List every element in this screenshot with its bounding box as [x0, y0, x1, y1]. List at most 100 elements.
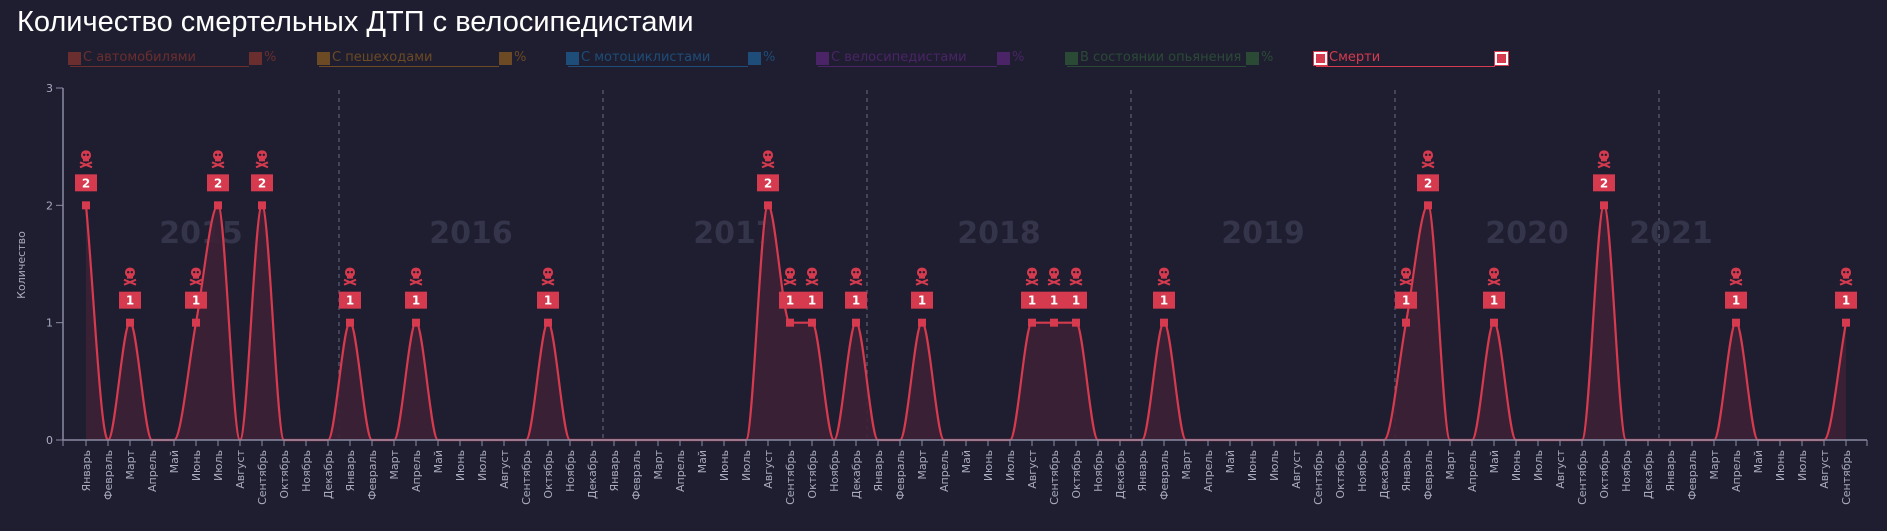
legend-item[interactable]: С мотоциклистами% [566, 50, 792, 68]
data-point[interactable]: 2 [757, 150, 779, 210]
legend-swatch[interactable] [1313, 51, 1328, 66]
value-label: 1 [192, 294, 200, 308]
legend-item[interactable]: С автомобилями% [68, 50, 293, 68]
data-point[interactable]: 1 [1043, 267, 1065, 327]
point-marker[interactable] [1424, 201, 1432, 210]
point-marker[interactable] [918, 318, 926, 327]
data-point[interactable]: 1 [1395, 267, 1417, 327]
x-tick-label: Ноябрь [300, 450, 313, 492]
data-point[interactable]: 1 [537, 267, 559, 327]
point-marker[interactable] [1050, 318, 1058, 327]
y-tick-label: 0 [46, 434, 53, 447]
point-marker[interactable] [1732, 318, 1740, 327]
legend-label[interactable]: В состоянии опьянения [1080, 50, 1242, 65]
value-badge [1835, 291, 1857, 309]
data-point[interactable]: 1 [1153, 267, 1175, 327]
x-tick-label: Декабрь [1114, 450, 1127, 499]
point-marker[interactable] [1842, 318, 1850, 327]
skull-crossbones-icon [1399, 267, 1413, 286]
legend-item[interactable]: В состоянии опьянения% [1065, 50, 1290, 68]
legend-percent-toggle[interactable] [1246, 52, 1259, 65]
value-label: 1 [544, 294, 552, 308]
value-label: 2 [82, 176, 90, 190]
legend-label[interactable]: С пешеходами [332, 50, 433, 65]
x-tick-label: Май [960, 450, 973, 473]
data-point[interactable]: 2 [251, 150, 273, 210]
data-point[interactable]: 1 [1835, 267, 1857, 327]
x-tick-label: Март [1708, 449, 1721, 479]
data-point[interactable]: 2 [207, 150, 229, 210]
data-point[interactable]: 1 [801, 267, 823, 327]
legend-percent-toggle[interactable] [748, 52, 761, 65]
legend-item[interactable]: С велосипедистами% [816, 50, 1041, 68]
point-marker[interactable] [1028, 318, 1036, 327]
point-marker[interactable] [1402, 318, 1410, 327]
legend-label[interactable]: С мотоциклистами [581, 50, 711, 65]
legend-percent-toggle[interactable] [249, 52, 262, 65]
skull-crossbones-icon [761, 150, 775, 169]
point-marker[interactable] [1160, 318, 1168, 327]
legend-item[interactable]: Смерти [1313, 50, 1539, 68]
data-point[interactable]: 1 [185, 267, 207, 327]
point-marker[interactable] [82, 201, 90, 210]
legend-swatch[interactable] [68, 52, 81, 65]
data-point[interactable]: 1 [119, 267, 141, 327]
data-point[interactable]: 1 [1065, 267, 1087, 327]
x-tick-label: Апрель [1202, 450, 1215, 492]
skull-crossbones-icon [1839, 267, 1853, 286]
legend-label[interactable]: Смерти [1329, 50, 1381, 65]
data-point[interactable]: 1 [1725, 267, 1747, 327]
data-point[interactable]: 1 [1021, 267, 1043, 327]
point-marker[interactable] [786, 318, 794, 327]
value-badge [757, 174, 779, 192]
point-marker[interactable] [1490, 318, 1498, 327]
legend-label[interactable]: С велосипедистами [831, 50, 967, 65]
legend-swatch[interactable] [566, 52, 579, 65]
x-tick-label: Сентябрь [520, 450, 533, 505]
legend-percent-toggle[interactable] [499, 52, 512, 65]
legend-underline [1316, 66, 1495, 67]
data-point[interactable]: 2 [1417, 150, 1439, 210]
x-tick-label: Август [762, 449, 775, 488]
point-marker[interactable] [764, 201, 772, 210]
skull-crossbones-icon [805, 267, 819, 286]
point-marker[interactable] [346, 318, 354, 327]
skull-crossbones-icon [211, 150, 225, 169]
x-tick-label: Сентябрь [784, 450, 797, 505]
legend-percent-toggle[interactable] [1494, 51, 1509, 66]
point-marker[interactable] [1600, 201, 1608, 210]
point-marker[interactable] [258, 201, 266, 210]
point-marker[interactable] [412, 318, 420, 327]
data-point[interactable]: 2 [1593, 150, 1615, 210]
point-marker[interactable] [214, 201, 222, 210]
legend-item[interactable]: С пешеходами% [317, 50, 543, 68]
data-point[interactable]: 1 [911, 267, 933, 327]
point-marker[interactable] [852, 318, 860, 327]
value-badge [119, 291, 141, 309]
legend-label[interactable]: С автомобилями [83, 50, 196, 65]
legend-percent-label: % [514, 50, 527, 65]
legend-swatch[interactable] [1065, 52, 1078, 65]
x-tick-label: Апрель [1466, 450, 1479, 492]
point-marker[interactable] [126, 318, 134, 327]
x-tick-label: Февраль [1422, 450, 1435, 500]
x-tick-label: Октябрь [278, 450, 291, 499]
data-point[interactable]: 1 [845, 267, 867, 327]
y-tick-label: 2 [46, 199, 53, 212]
data-point[interactable]: 1 [405, 267, 427, 327]
year-label: 2018 [957, 216, 1041, 251]
data-point[interactable]: 1 [1483, 267, 1505, 327]
x-tick-label: Январь [1136, 450, 1149, 492]
legend-swatch[interactable] [317, 52, 330, 65]
data-point[interactable]: 1 [779, 267, 801, 327]
point-marker[interactable] [192, 318, 200, 327]
data-point[interactable]: 2 [75, 150, 97, 210]
legend-swatch[interactable] [816, 52, 829, 65]
data-point[interactable]: 1 [339, 267, 361, 327]
legend-percent-toggle[interactable] [997, 52, 1010, 65]
point-marker[interactable] [1072, 318, 1080, 327]
x-tick-label: Февраль [630, 450, 643, 500]
point-marker[interactable] [808, 318, 816, 327]
x-tick-label: Декабрь [1642, 450, 1655, 499]
point-marker[interactable] [544, 318, 552, 327]
